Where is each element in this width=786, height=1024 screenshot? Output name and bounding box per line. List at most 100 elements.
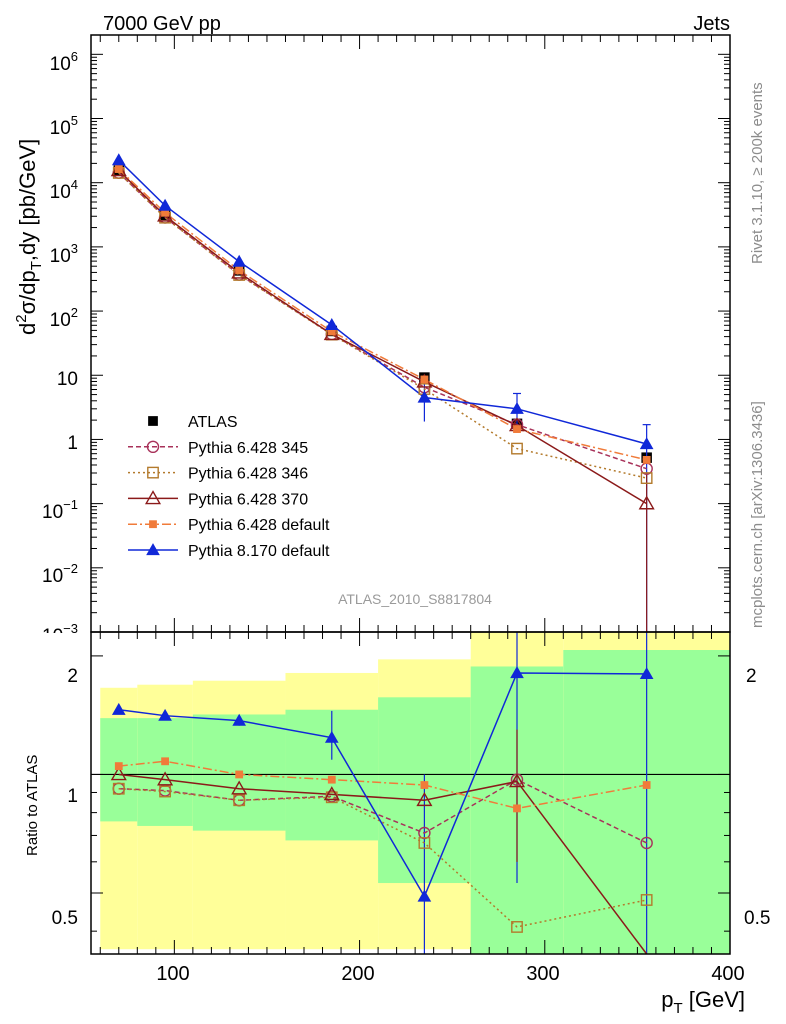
main-point: [511, 442, 523, 455]
ratio-point: [232, 713, 246, 726]
ytick-1e5: 105: [50, 113, 78, 139]
ratio-point: [416, 792, 433, 807]
legend-label: Pythia 6.428 370: [188, 491, 308, 508]
ratio-point: [420, 781, 429, 789]
legend-label: Pythia 6.428 default: [188, 517, 330, 534]
ytick-1e-1: 10−1: [42, 497, 78, 523]
analysis-reference-label: ATLAS_2010_S8817804: [338, 591, 492, 607]
main-point: [114, 165, 123, 173]
ytick-1e2: 102: [50, 305, 78, 331]
ratio-uncertainty-bands: [100, 632, 730, 954]
legend-marker: [148, 416, 158, 426]
xtick-100: 100: [156, 963, 189, 985]
ratio-point: [159, 785, 171, 798]
ratio-ytick-0.5-right: 0.5: [744, 908, 770, 929]
ratio-line-pythia-6-428-370: [118, 773, 648, 955]
legend-marker: [146, 440, 160, 454]
ratio-point: [158, 708, 172, 721]
legend-label: Pythia 8.170 default: [188, 543, 330, 560]
ratio-point: [110, 766, 127, 781]
ratio-point: [161, 757, 169, 766]
ratio-point: [323, 786, 340, 801]
ratio-point: [232, 794, 246, 807]
main-point: [161, 208, 169, 217]
ytick-1e6: 106: [50, 49, 78, 75]
main-point: [639, 437, 654, 450]
ytick-1e3: 103: [50, 241, 78, 267]
main-y-tick-labels: 106 105 104 103 102 10 1 10−1 10−2 10−3: [42, 49, 78, 647]
ytick-1e4: 104: [50, 177, 78, 203]
ratio-point: [114, 762, 123, 771]
ratio-point: [511, 921, 523, 933]
main-panel-frame: [90, 34, 731, 633]
main-point: [158, 198, 172, 211]
ratio-point: [642, 781, 651, 789]
main-point: [235, 266, 244, 275]
ratio-point: [235, 770, 244, 779]
ratio-line-pythia-6-428-346: [118, 787, 647, 928]
main-line-pythia-6-428-346: [118, 172, 647, 479]
axis-ticks: [91, 34, 731, 954]
main-point: [417, 390, 432, 403]
main-line-pythia-8-170-default: [118, 159, 647, 445]
main-point: [327, 327, 336, 336]
ratio-point: [640, 836, 653, 850]
ratio-point: [418, 826, 431, 840]
legend-label: Pythia 6.428 346: [188, 466, 308, 483]
legend-marker: [146, 543, 160, 556]
ratio-error-bars: [238, 632, 648, 954]
ratio-point: [157, 771, 174, 786]
mcplots-credit-note: mcplots.cern.ch [arXiv:1306.3436]: [749, 401, 766, 628]
ratio-ytick-0.5: 0.5: [52, 908, 78, 929]
ratio-point: [639, 667, 654, 680]
ratio-series-markers: [110, 666, 654, 933]
ytick-1e-3-clip: [30, 633, 85, 645]
ratio-point: [417, 889, 432, 902]
x-tick-labels: 100 200 300 400: [156, 963, 744, 985]
ratio-point: [324, 730, 339, 743]
legend-label: ATLAS: [188, 414, 238, 431]
xtick-400: 400: [711, 963, 744, 985]
xtick-200: 200: [341, 963, 374, 985]
legend: ATLAS Pythia 6.428 345 Pythia 6.428 346 Pyt…: [128, 414, 330, 560]
ratio-y-axis-label: Ratio to ATLAS: [24, 755, 41, 856]
ratio-point: [231, 780, 248, 795]
main-point: [510, 401, 524, 414]
legend-label: Pythia 6.428 345: [188, 440, 308, 457]
main-point: [642, 456, 651, 464]
ratio-y-tick-labels: 2 1 0.5 2 0.5: [52, 666, 771, 929]
ratio-panel-frame: [90, 631, 731, 955]
ytick-1e-2: 10−2: [42, 561, 78, 587]
ytick-1: 1: [67, 433, 78, 454]
ratio-ytick-2-right: 2: [746, 666, 757, 687]
main-point: [324, 318, 339, 330]
x-axis-label: pT [GeV]: [661, 987, 745, 1017]
header-observable-label: Jets: [693, 13, 730, 35]
ratio-point: [233, 794, 246, 807]
ratio-point: [111, 702, 126, 715]
ratio-line-pythia-6-428-345: [118, 778, 647, 844]
ratio-point: [112, 782, 125, 795]
ratio-point: [513, 804, 521, 813]
ratio-point: [640, 894, 653, 906]
ratio-ytick-1: 1: [67, 786, 78, 807]
ratio-point: [418, 837, 431, 849]
main-point: [640, 472, 653, 484]
legend-marker: [147, 466, 159, 479]
main-point: [232, 254, 246, 267]
ratio-point: [327, 775, 336, 784]
ytick-10: 10: [57, 369, 78, 390]
header-beam-label: 7000 GeV pp: [103, 13, 221, 35]
main-point: [420, 375, 429, 384]
ratio-point: [508, 773, 526, 788]
main-point: [638, 495, 655, 510]
main-point: [513, 425, 521, 433]
main-point: [111, 153, 126, 166]
legend-marker: [144, 490, 162, 505]
main-series-markers: [110, 153, 655, 510]
ratio-point: [112, 782, 126, 795]
ratio-point: [510, 666, 524, 679]
ratio-ytick-2: 2: [67, 666, 78, 687]
legend-marker: [149, 520, 157, 529]
rivet-version-note: Rivet 3.1.10, ≥ 200k events: [749, 82, 766, 264]
